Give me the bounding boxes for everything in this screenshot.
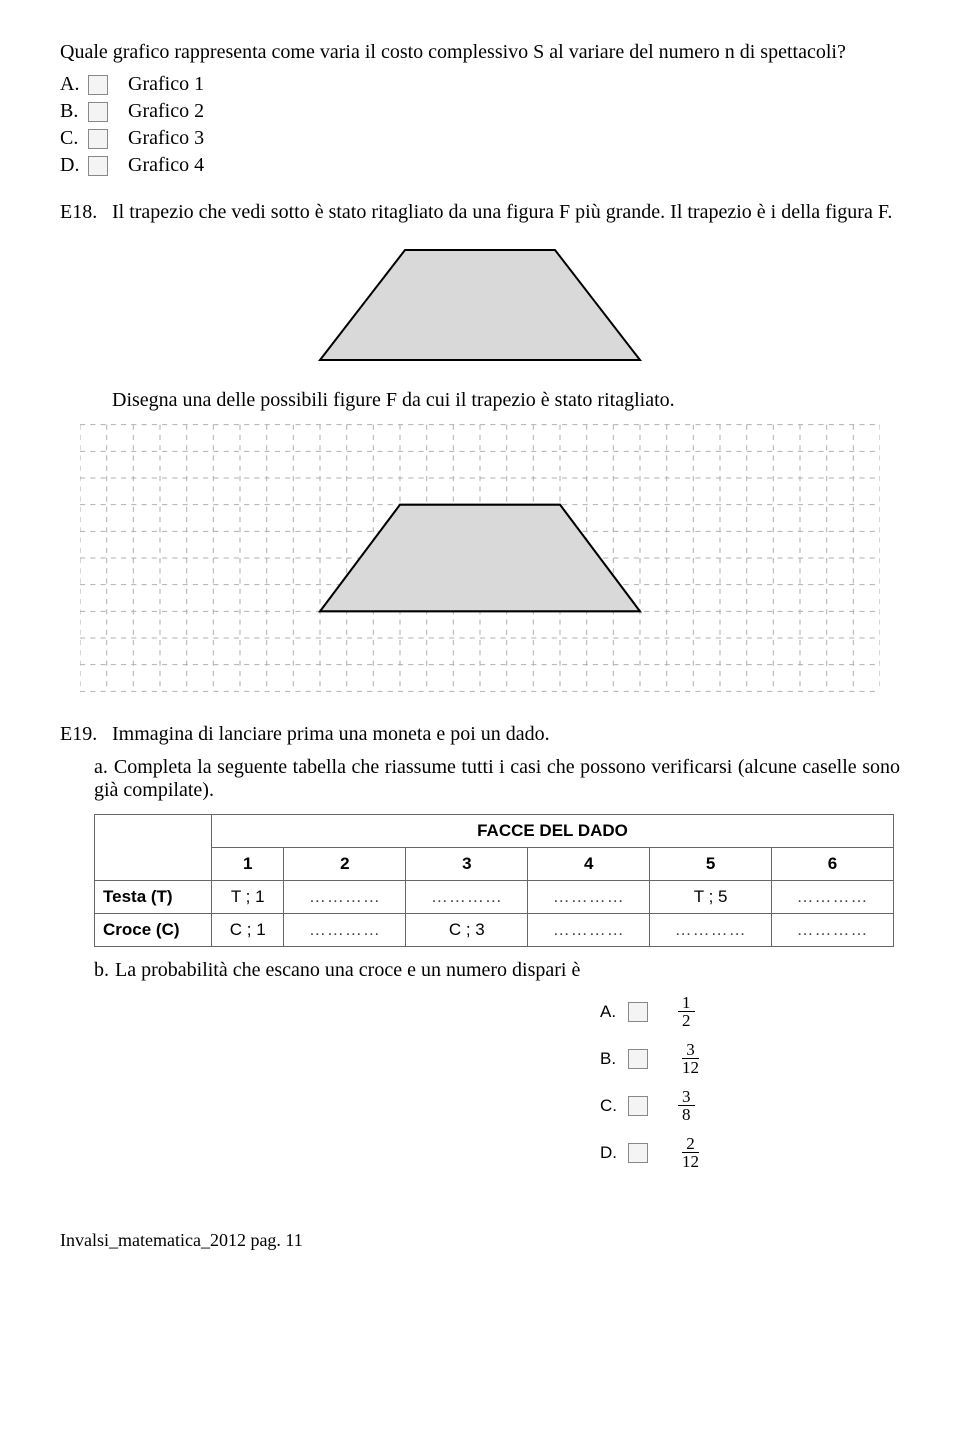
option-label: Grafico 4: [128, 154, 204, 177]
prob-option: D. 212: [600, 1135, 900, 1170]
fraction: 38: [678, 1088, 695, 1123]
part-text: La probabilità che escano una croce e un…: [115, 959, 580, 981]
question-top-text: Quale grafico rappresenta come varia il …: [60, 40, 900, 65]
part-letter: a.: [94, 756, 108, 779]
checkbox[interactable]: [628, 1143, 648, 1163]
table-cell: T ; 1: [212, 881, 284, 914]
option-b: B. Grafico 2: [60, 100, 900, 123]
table-cell: …………: [284, 881, 406, 914]
table-header-title: FACCE DEL DADO: [212, 815, 894, 848]
page-footer: Invalsi_matematica_2012 pag. 11: [60, 1230, 900, 1251]
table-cell: …………: [528, 914, 650, 947]
option-d: D. Grafico 4: [60, 154, 900, 177]
option-c: C. Grafico 3: [60, 127, 900, 150]
checkbox[interactable]: [628, 1049, 648, 1069]
table-cell: …………: [772, 881, 894, 914]
table-cell: C ; 1: [212, 914, 284, 947]
table-cell: …………: [284, 914, 406, 947]
option-letter: C.: [60, 127, 88, 150]
fraction: 12: [678, 994, 695, 1029]
prob-option: A. 12: [600, 994, 900, 1029]
checkbox[interactable]: [88, 129, 108, 149]
table-cell: …………: [772, 914, 894, 947]
table-col-header: 4: [528, 848, 650, 881]
question-e18: E18. Il trapezio che vedi sotto è stato …: [60, 201, 900, 224]
question-text: Il trapezio che vedi sotto è stato ritag…: [112, 201, 900, 224]
part-text: Completa la seguente tabella che riassum…: [94, 756, 900, 801]
option-letter: D.: [600, 1143, 628, 1163]
question-number: E18.: [60, 201, 112, 224]
table-col-header: 5: [650, 848, 772, 881]
table-cell: T ; 5: [650, 881, 772, 914]
e19-part-b: b. La probabilità che escano una croce e…: [94, 959, 900, 982]
table-col-header: 6: [772, 848, 894, 881]
checkbox[interactable]: [88, 156, 108, 176]
table-cell: …………: [406, 881, 528, 914]
table-row-header: Testa (T): [95, 881, 212, 914]
trapezoid-figure-top: [60, 240, 900, 370]
option-letter: C.: [600, 1096, 628, 1116]
part-letter: b.: [94, 959, 109, 982]
prob-option: B. 312: [600, 1041, 900, 1076]
checkbox[interactable]: [88, 75, 108, 95]
option-letter: B.: [60, 100, 88, 123]
option-letter: A.: [60, 73, 88, 96]
option-letter: A.: [600, 1002, 628, 1022]
e18-instruction: Disegna una delle possibili figure F da …: [112, 388, 900, 413]
table-col-header: 1: [212, 848, 284, 881]
table-corner: [95, 815, 212, 881]
fraction: 212: [678, 1135, 703, 1170]
option-label: Grafico 3: [128, 127, 204, 150]
checkbox[interactable]: [628, 1096, 648, 1116]
checkbox[interactable]: [628, 1002, 648, 1022]
question-number: E19.: [60, 723, 112, 746]
question-text: Immagina di lanciare prima una moneta e …: [112, 723, 900, 746]
prob-option: C. 38: [600, 1088, 900, 1123]
checkbox[interactable]: [88, 102, 108, 122]
table-row-header: Croce (C): [95, 914, 212, 947]
option-label: Grafico 2: [128, 100, 204, 123]
probability-options: A. 12 B. 312 C. 38 D. 212: [600, 994, 900, 1170]
table-col-header: 3: [406, 848, 528, 881]
dice-table: FACCE DEL DADO 123456 Testa (T)T ; 1……………: [94, 814, 894, 947]
table-cell: …………: [650, 914, 772, 947]
drawing-grid: [60, 423, 900, 693]
option-letter: B.: [600, 1049, 628, 1069]
question-top-options: A. Grafico 1 B. Grafico 2 C. Grafico 3 D…: [60, 73, 900, 177]
option-letter: D.: [60, 154, 88, 177]
question-e19: E19. Immagina di lanciare prima una mone…: [60, 723, 900, 746]
table-cell: C ; 3: [406, 914, 528, 947]
e19-part-a: a. Completa la seguente tabella che rias…: [94, 756, 900, 802]
fraction: 312: [678, 1041, 703, 1076]
option-label: Grafico 1: [128, 73, 204, 96]
table-cell: …………: [528, 881, 650, 914]
table-col-header: 2: [284, 848, 406, 881]
option-a: A. Grafico 1: [60, 73, 900, 96]
